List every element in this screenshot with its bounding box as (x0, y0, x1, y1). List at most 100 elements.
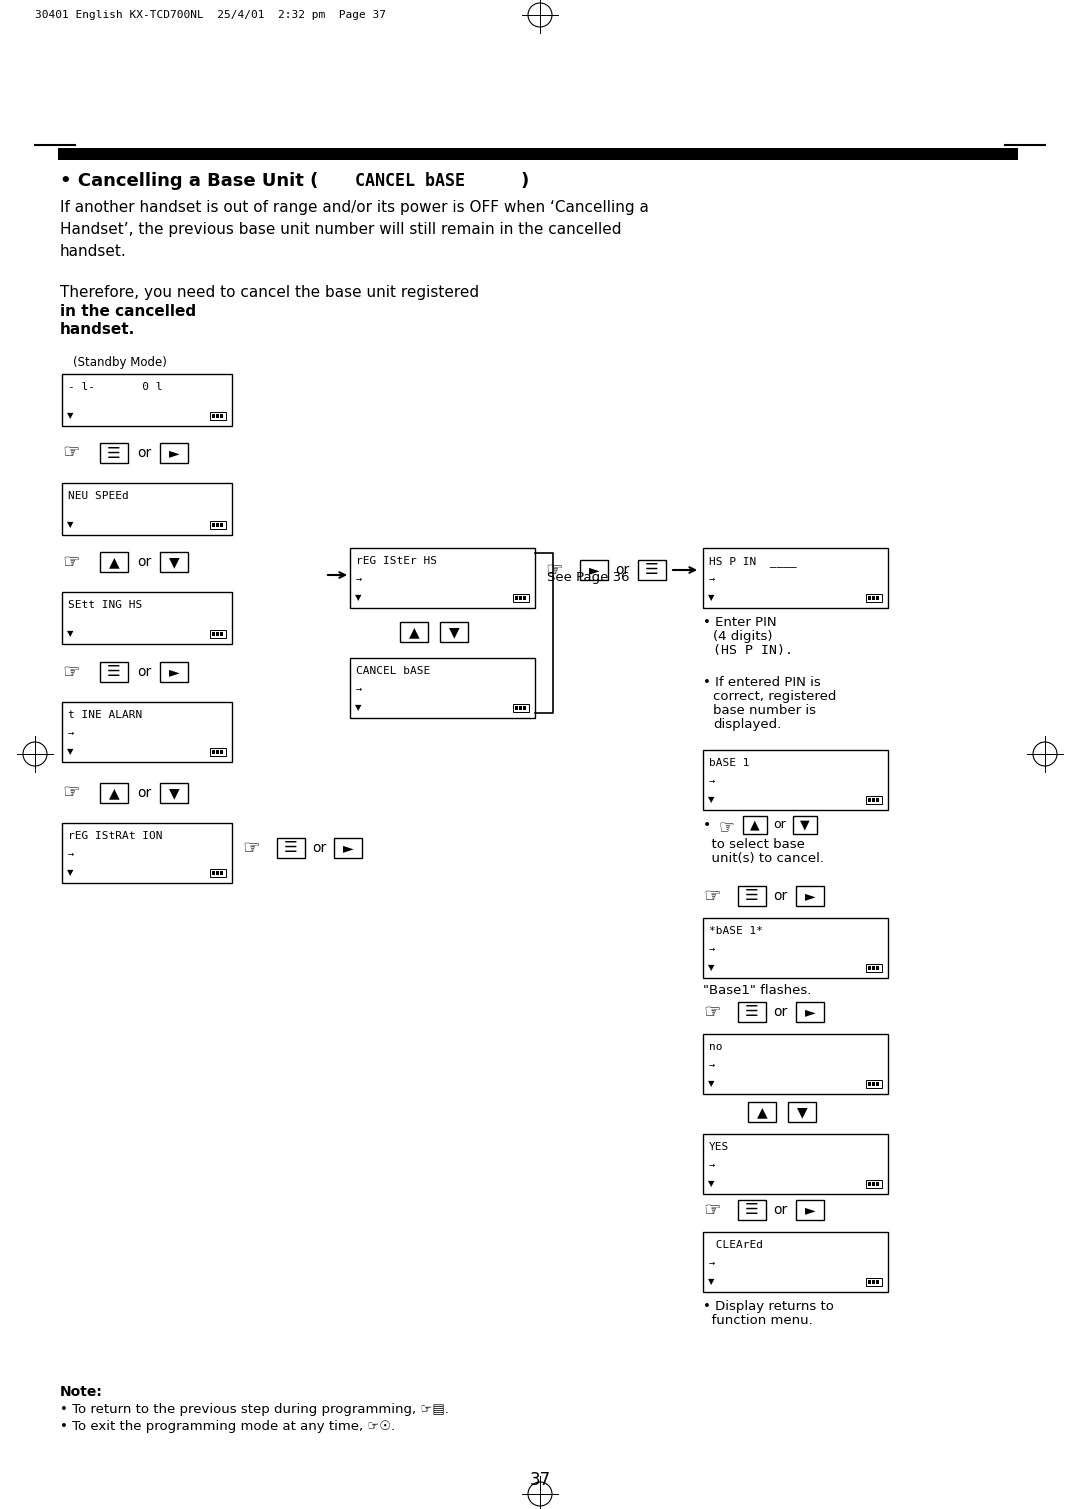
Text: YES: YES (708, 1142, 729, 1151)
Text: ☰: ☰ (745, 1203, 759, 1218)
Bar (220, 750, 222, 754)
Bar (100, 662, 129, 682)
Bar (868, 1182, 870, 1186)
Text: • Cancelling a Base Unit (: • Cancelling a Base Unit ( (60, 172, 319, 190)
Text: or: or (773, 889, 787, 902)
Text: →: → (708, 1160, 715, 1169)
Text: ▼: ▼ (708, 1179, 715, 1188)
Bar (210, 869, 226, 877)
Bar (58, 148, 1018, 160)
Text: ☞: ☞ (62, 783, 80, 803)
Text: • If entered PIN is: • If entered PIN is (703, 676, 821, 690)
Bar (703, 1034, 888, 1094)
Text: or: or (137, 447, 151, 460)
Text: ►: ► (805, 889, 815, 902)
Bar (796, 1002, 824, 1022)
Bar (62, 822, 232, 883)
Bar (703, 1133, 888, 1194)
Text: →: → (708, 776, 715, 786)
Text: Note:: Note: (60, 1385, 103, 1399)
Text: in the cancelled: in the cancelled (60, 303, 197, 318)
Bar (334, 837, 362, 859)
Text: ▼: ▼ (708, 795, 715, 804)
Text: ☞: ☞ (703, 886, 720, 905)
Text: ▼: ▼ (355, 593, 362, 602)
Bar (160, 662, 188, 682)
Text: or: or (773, 1203, 787, 1216)
Text: →: → (708, 945, 715, 954)
Text: →: → (708, 1059, 715, 1070)
Bar (793, 816, 816, 834)
Text: ▼: ▼ (800, 818, 810, 831)
Text: ☰: ☰ (745, 1005, 759, 1020)
Bar (210, 521, 226, 530)
Text: ▼: ▼ (355, 703, 362, 712)
Text: HS P IN  ____: HS P IN ____ (708, 555, 797, 567)
Text: →: → (708, 573, 715, 584)
Text: function menu.: function menu. (703, 1314, 813, 1326)
Bar (868, 1280, 870, 1284)
Bar (212, 632, 215, 635)
Bar (868, 1082, 870, 1086)
Bar (876, 798, 879, 801)
Text: bASE 1: bASE 1 (708, 758, 750, 768)
Bar (738, 1200, 766, 1219)
Bar (872, 966, 875, 970)
Text: (4 digits): (4 digits) (713, 629, 772, 643)
Text: rEG IStEr HS: rEG IStEr HS (356, 555, 437, 566)
Bar (876, 1280, 879, 1284)
Text: ☰: ☰ (284, 841, 298, 856)
Text: ▼: ▼ (708, 1079, 715, 1088)
Text: NEU SPEEd: NEU SPEEd (68, 490, 129, 501)
Text: ☰: ☰ (645, 563, 659, 578)
Bar (513, 705, 529, 712)
Bar (440, 622, 468, 641)
Text: or: or (137, 555, 151, 569)
Bar (872, 1082, 875, 1086)
Text: See Page 36: See Page 36 (546, 572, 630, 584)
Bar (876, 1182, 879, 1186)
Bar (212, 524, 215, 527)
Text: ▼: ▼ (67, 521, 73, 530)
Bar (872, 596, 875, 601)
Bar (876, 1082, 879, 1086)
Text: - l-       0 l: - l- 0 l (68, 382, 162, 392)
Text: • Display returns to: • Display returns to (703, 1299, 834, 1313)
Text: "Base1" flashes.: "Base1" flashes. (703, 984, 811, 997)
Text: or: or (312, 841, 326, 856)
Text: ▼: ▼ (168, 786, 179, 800)
Text: (Standby Mode): (Standby Mode) (73, 356, 167, 370)
Bar (100, 444, 129, 463)
Text: CANCEL bASE: CANCEL bASE (356, 665, 430, 676)
Bar (866, 797, 882, 804)
Bar (220, 524, 222, 527)
Text: ☞: ☞ (62, 662, 80, 682)
Bar (703, 1231, 888, 1292)
Bar (872, 1280, 875, 1284)
Bar (100, 552, 129, 572)
Bar (748, 1102, 777, 1123)
Text: ▼: ▼ (708, 963, 715, 972)
Text: 30401 English KX-TCD700NL  25/4/01  2:32 pm  Page 37: 30401 English KX-TCD700NL 25/4/01 2:32 p… (35, 11, 386, 20)
Bar (796, 886, 824, 905)
Bar (216, 632, 219, 635)
Bar (796, 1200, 824, 1219)
Text: ►: ► (805, 1203, 815, 1216)
Bar (523, 596, 526, 601)
Text: →: → (68, 727, 75, 738)
Bar (866, 964, 882, 972)
Text: no: no (708, 1043, 723, 1052)
Bar (62, 374, 232, 426)
Bar (210, 412, 226, 420)
Text: →: → (356, 684, 362, 694)
Bar (876, 966, 879, 970)
Bar (216, 524, 219, 527)
Text: ☰: ☰ (745, 889, 759, 904)
Bar (216, 750, 219, 754)
Bar (703, 548, 888, 608)
Text: →: → (708, 1259, 715, 1268)
Text: ▲: ▲ (109, 555, 119, 569)
Bar (866, 595, 882, 602)
Text: t INE ALARN: t INE ALARN (68, 711, 143, 720)
Bar (703, 750, 888, 810)
